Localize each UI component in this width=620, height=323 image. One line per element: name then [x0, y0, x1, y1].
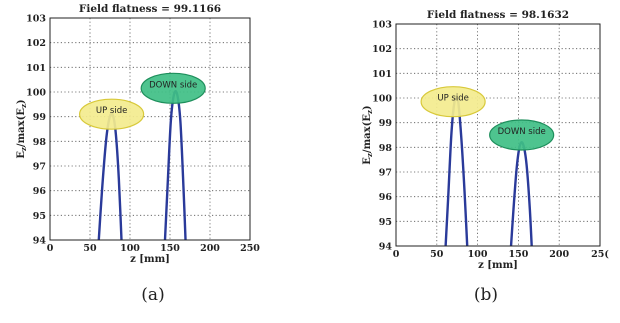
y-tick-label: 102 — [372, 44, 392, 55]
y-tick-label: 103 — [26, 14, 46, 25]
x-tick-label: 200 — [200, 243, 220, 254]
annotation-ellipse — [78, 98, 145, 130]
annotation-ellipse — [420, 86, 486, 118]
y-tick-label: 97 — [379, 168, 392, 179]
plot-frame — [49, 17, 251, 241]
y-tick-label: 98 — [33, 137, 47, 148]
subfigure-caption: (a) — [141, 285, 164, 305]
x-tick-label: 200 — [549, 249, 569, 260]
x-tick-label: 100 — [468, 249, 488, 260]
y-tick-label: 100 — [372, 94, 392, 105]
y-tick-label: 96 — [33, 186, 47, 197]
x-axis-label: z [mm] — [130, 254, 170, 265]
x-tick-label: 250 — [240, 243, 260, 254]
chart-title: Field flatness = 99.1166 — [79, 3, 221, 15]
chart-b: UP side DOWN side 0 50 100 150 200 25( 94 95 96 97 9… — [362, 9, 609, 305]
annotation-label: UP side — [96, 106, 127, 116]
x-tick-label: 50 — [430, 249, 444, 260]
x-tick-label: 50 — [83, 243, 97, 254]
x-tick-label: 25( — [591, 249, 609, 260]
y-tick-label: 101 — [26, 63, 46, 74]
y-tick-label: 94 — [379, 242, 393, 253]
x-tick-label: 150 — [508, 249, 528, 260]
annotation-label: DOWN side — [149, 80, 197, 90]
annotation-label: DOWN side — [498, 127, 546, 137]
y-tick-label: 100 — [26, 88, 46, 99]
field-curve-up — [444, 94, 469, 246]
annotation-label: UP side — [437, 94, 468, 104]
y-tick-label: 94 — [33, 236, 47, 247]
annotation-ellipse — [140, 72, 206, 104]
y-tick-label: 103 — [372, 20, 392, 31]
subfigure-caption: (b) — [474, 285, 498, 305]
y-axis-label: Ez/max(Ez) — [16, 99, 28, 158]
chart-a: UP side DOWN side 0 50 100 150 200 250 94 95 96 97 9… — [16, 3, 260, 305]
y-tick-label: 95 — [33, 211, 46, 222]
field-curve-up — [97, 112, 123, 240]
y-axis-label: Ez/max(Ez) — [362, 105, 374, 164]
annotation-ellipse — [489, 119, 555, 151]
y-tick-label: 95 — [379, 217, 392, 228]
y-tick-label: 99 — [379, 118, 393, 129]
field-curve-down — [163, 89, 187, 240]
y-tick-label: 102 — [26, 38, 46, 49]
y-tick-label: 97 — [33, 162, 46, 173]
x-tick-label: 150 — [160, 243, 180, 254]
x-tick-label: 0 — [47, 243, 54, 254]
chart-title: Field flatness = 98.1632 — [427, 9, 569, 21]
y-tick-label: 99 — [33, 112, 47, 123]
y-tick-label: 101 — [372, 69, 392, 80]
plot-frame — [395, 23, 601, 247]
y-tick-label: 96 — [379, 192, 393, 203]
y-tick-label: 98 — [379, 143, 393, 154]
field-curve-down — [509, 141, 533, 246]
x-axis-label: z [mm] — [478, 260, 518, 271]
x-tick-label: 100 — [120, 243, 140, 254]
x-tick-label: 0 — [393, 249, 400, 260]
